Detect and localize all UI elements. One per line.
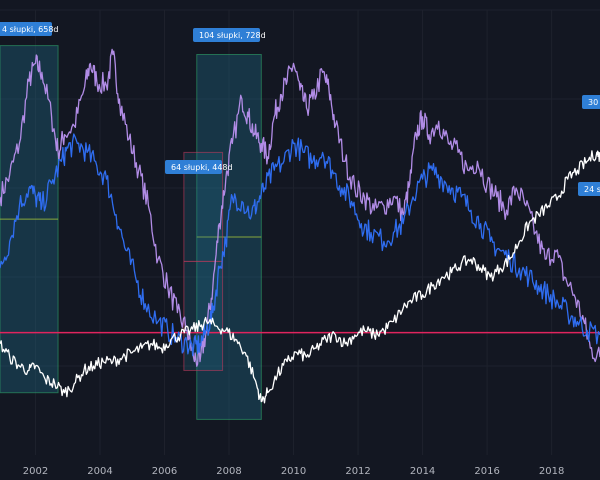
annotation-label: 4 słupki, 658d bbox=[2, 25, 59, 34]
x-tick-label: 2008 bbox=[216, 466, 241, 477]
x-tick-label: 2014 bbox=[410, 466, 435, 477]
annotation-badges: 4 słupki, 658d 104 słupki, 728d 64 słupki,… bbox=[0, 22, 600, 196]
series-line-blue bbox=[0, 133, 600, 357]
annotation-badge: 104 słupki, 728d bbox=[193, 28, 266, 42]
x-tick-label: 2006 bbox=[152, 466, 177, 477]
annotation-badge-bg bbox=[0, 22, 52, 36]
x-tick-label: 2010 bbox=[281, 466, 306, 477]
annotation-badge-bg bbox=[165, 160, 222, 174]
series-line-white bbox=[0, 150, 600, 404]
annotation-badge: 64 słupki, 448d bbox=[165, 160, 233, 174]
annotation-label: 30 s bbox=[588, 98, 600, 107]
x-tick-label: 2004 bbox=[87, 466, 112, 477]
annotation-badge: 24 s bbox=[578, 182, 600, 196]
series-layer bbox=[0, 48, 600, 404]
x-tick-label: 2016 bbox=[474, 466, 499, 477]
grid-lines bbox=[0, 9, 600, 455]
annotation-label: 24 s bbox=[584, 185, 600, 194]
annotation-badge: 30 s bbox=[582, 95, 600, 109]
x-tick-label: 2002 bbox=[23, 466, 48, 477]
annotation-label: 104 słupki, 728d bbox=[199, 31, 266, 40]
x-axis: 2002 2004 2006 2008 2010 2012 2014 2016 2018 bbox=[23, 466, 565, 477]
annotation-badge-bg bbox=[578, 182, 600, 196]
annotation-badge-bg bbox=[582, 95, 600, 109]
series-line-purple bbox=[0, 48, 600, 367]
x-tick-label: 2018 bbox=[539, 466, 564, 477]
annotation-label: 64 słupki, 448d bbox=[171, 163, 233, 172]
annotation-badge-bg bbox=[193, 28, 260, 42]
x-tick-label: 2012 bbox=[345, 466, 370, 477]
range-box bbox=[196, 54, 262, 420]
range-box bbox=[0, 45, 59, 394]
annotation-badge: 4 słupki, 658d bbox=[0, 22, 59, 36]
